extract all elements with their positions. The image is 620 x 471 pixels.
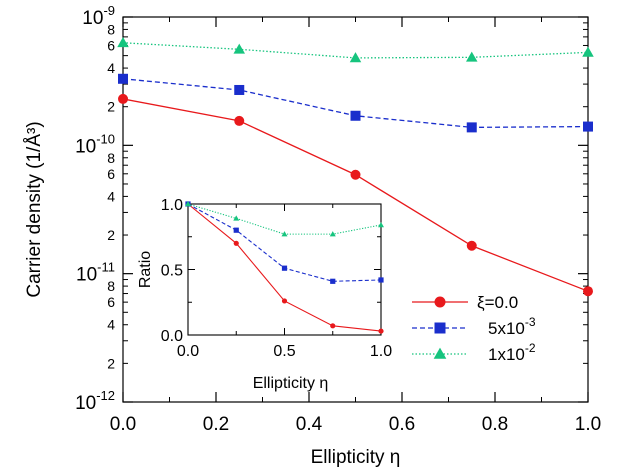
inset-plot: 0.0 0.5 1.0 0.0 0.5 1.0 Ellipticity η Ratio [137, 197, 392, 392]
y-minor-label: 6 [107, 294, 115, 310]
inset-point-s1-2 [281, 265, 288, 271]
inset-point-s1-4 [378, 277, 384, 283]
y-tick-mantissa: 10 [82, 8, 103, 29]
y-tick-exponent: -12 [96, 388, 115, 403]
y-minor-label: 6 [107, 166, 115, 182]
legend-label-text: ξ=0.0 [477, 293, 518, 312]
series-line-2 [122, 42, 589, 59]
inset-point-s0-3 [330, 323, 336, 329]
data-point-s2-3 [466, 51, 478, 62]
legend-label-1: 5x10-3 [488, 315, 536, 338]
y-tick-mantissa: 10 [76, 265, 97, 286]
legend-label-0: ξ=0.0 [477, 293, 518, 312]
legend-marker-1 [434, 322, 446, 334]
x-tick-label: 0.8 [482, 414, 508, 435]
y-tick-label: 10-12 [75, 388, 115, 414]
data-point-s1-4 [583, 121, 593, 132]
data-point-s2-0 [117, 37, 129, 48]
y-tick-label: 10-9 [82, 3, 115, 29]
x-tick-label: 0.6 [389, 414, 415, 435]
legend-label-2: 1x10-2 [488, 341, 536, 364]
inset-x-axis-label: Ellipticity η [253, 375, 329, 392]
inset-point-s0-4 [378, 328, 384, 334]
inset-y-tick-label: 0.5 [161, 263, 183, 280]
inset-point-s2-0 [185, 201, 191, 207]
y-minor-label: 8 [107, 150, 115, 166]
data-point-s2-1 [233, 43, 245, 54]
data-point-s0-1 [234, 115, 245, 126]
y-tick-label: 10-11 [76, 260, 115, 286]
inset-y-tick-label: 0.0 [161, 328, 183, 345]
y-tick-label: 10-10 [75, 131, 115, 157]
legend-marker-2 [433, 347, 447, 359]
data-point-s1-0 [118, 73, 128, 84]
inset-x-tick-label: 1.0 [370, 343, 392, 360]
legend-label-exp: -3 [525, 315, 536, 329]
y-minor-label: 4 [107, 317, 115, 333]
data-point-s0-2 [350, 169, 361, 180]
legend: ξ=0.0 5x10-3 1x10-2 [412, 293, 536, 364]
y-minor-label: 6 [107, 37, 115, 53]
y-tick-exponent: -10 [96, 131, 115, 146]
legend-label-text: 1x10 [488, 345, 525, 364]
x-tick-label: 0.2 [203, 414, 229, 435]
x-tick-label: 1.0 [575, 414, 601, 435]
inset-point-s2-2 [281, 231, 288, 237]
y-tick-mantissa: 10 [75, 393, 96, 414]
y-tick-exponent: -9 [103, 3, 115, 18]
x-axis-label: Ellipticity η [311, 447, 401, 468]
y-minor-label: 4 [107, 188, 115, 204]
inset-x-tick-label: 0.0 [177, 343, 199, 360]
y-axis-label: Carrier density (1/Å³) [24, 121, 45, 297]
y-minor-label: 8 [107, 278, 115, 294]
data-point-s1-2 [350, 110, 361, 121]
y-minor-label: 2 [107, 355, 115, 371]
data-point-s0-3 [466, 240, 477, 251]
inset-point-s1-3 [330, 278, 336, 284]
inset-point-s2-1 [233, 215, 240, 221]
inset-y-tick-label: 1.0 [161, 197, 183, 214]
inset-point-s0-1 [233, 240, 239, 246]
y-minor-label: 2 [107, 227, 115, 243]
y-tick-mantissa: 10 [75, 136, 96, 157]
inset-point-s2-3 [329, 231, 336, 237]
inset-point-s1-1 [233, 227, 239, 233]
inset-x-tick-label: 0.5 [273, 343, 295, 360]
y-minor-label: 4 [107, 60, 115, 76]
x-tick-label: 0.4 [296, 414, 323, 435]
data-point-s2-2 [349, 52, 362, 63]
y-tick-exponent: -11 [97, 260, 115, 275]
inset-point-s0-2 [281, 298, 288, 304]
data-point-s1-1 [234, 84, 245, 95]
inset-y-axis-label: Ratio [137, 251, 154, 288]
y-minor-label: 2 [107, 99, 115, 115]
data-point-s1-3 [466, 122, 477, 133]
x-tick-label: 0.0 [110, 414, 136, 435]
legend-label-text: 5x10 [488, 319, 525, 338]
y-minor-label: 8 [107, 21, 115, 37]
legend-marker-0 [434, 296, 446, 308]
data-point-s0-4 [583, 286, 593, 297]
data-point-s2-4 [582, 46, 594, 57]
data-point-s0-0 [118, 93, 128, 104]
inset-point-s2-4 [378, 221, 384, 228]
legend-label-exp: -2 [525, 341, 536, 355]
